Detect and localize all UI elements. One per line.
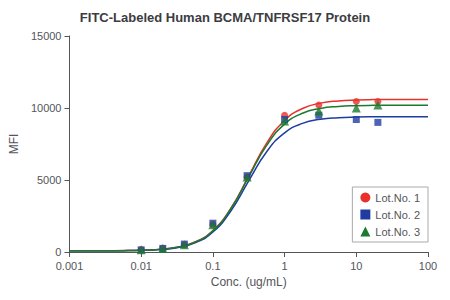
svg-text:0.01: 0.01 [130,260,151,272]
svg-text:15000: 15000 [31,30,62,42]
svg-text:10000: 10000 [31,102,62,114]
svg-text:1: 1 [282,260,288,272]
svg-text:Lot.No. 1: Lot.No. 1 [375,192,420,204]
svg-text:Lot.No. 2: Lot.No. 2 [375,209,420,221]
svg-text:5000: 5000 [37,174,61,186]
svg-text:FITC-Labeled Human BCMA/TNFRSF: FITC-Labeled Human BCMA/TNFRSF17 Protein [80,10,370,25]
svg-text:Conc. (ug/mL): Conc. (ug/mL) [211,275,287,289]
svg-text:0.001: 0.001 [56,260,84,272]
svg-text:MFI: MFI [7,134,21,155]
svg-text:0.1: 0.1 [205,260,220,272]
svg-text:Lot.No. 3: Lot.No. 3 [375,226,420,238]
svg-text:0: 0 [55,246,61,258]
svg-text:100: 100 [419,260,437,272]
svg-text:10: 10 [350,260,362,272]
